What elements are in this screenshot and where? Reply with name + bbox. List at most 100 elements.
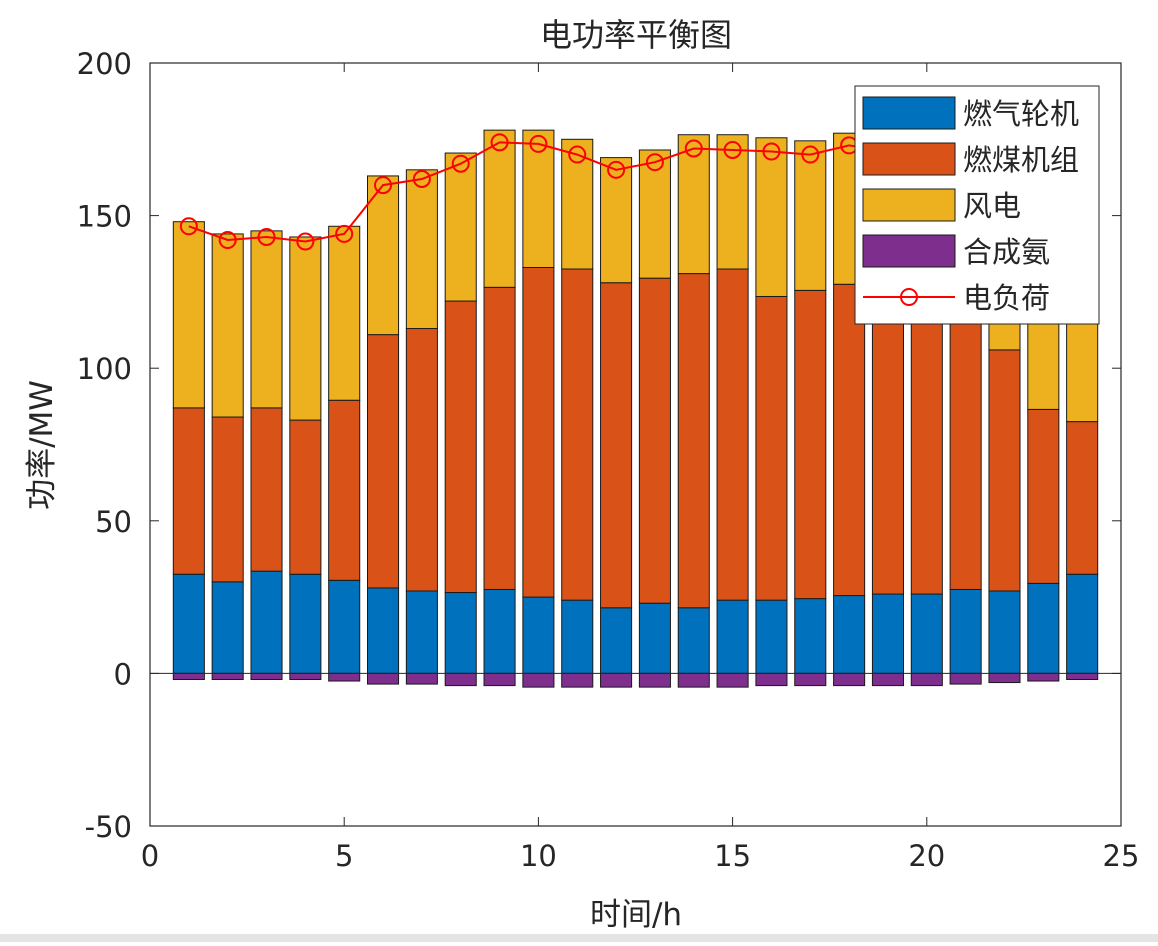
load-marker-t1 xyxy=(179,217,198,236)
bar-s2-t2 xyxy=(211,416,244,583)
y-tick-label: 200 xyxy=(77,47,132,81)
bar-s1-t18 xyxy=(833,595,866,674)
bar-s1-t11 xyxy=(561,599,594,674)
bar-s3-t15 xyxy=(716,134,749,270)
bar-s1-t20 xyxy=(910,593,943,674)
bar-s2-t15 xyxy=(716,268,749,601)
bar-s4-t1 xyxy=(172,672,205,681)
bar-s3-t9 xyxy=(483,129,516,288)
load-marker-t15 xyxy=(723,140,742,159)
y-tick-label: 50 xyxy=(95,505,132,539)
bar-s1-t14 xyxy=(677,607,710,674)
bar-s4-t14 xyxy=(677,672,710,688)
ticks-layer: 0 5 10 15 20 25 -50 0 50 100 150 200 xyxy=(77,47,1140,873)
bar-s2-t6 xyxy=(367,334,400,589)
bar-s2-t17 xyxy=(794,289,827,600)
bar-s4-t17 xyxy=(794,672,827,687)
bar-s2-t10 xyxy=(522,266,555,598)
bar-s1-t2 xyxy=(211,581,244,674)
load-marker-t5 xyxy=(335,224,354,243)
bar-s4-t3 xyxy=(250,672,283,681)
x-tick-label: 0 xyxy=(141,839,159,873)
bar-s1-t6 xyxy=(367,587,400,674)
bar-s1-t12 xyxy=(600,607,633,674)
bar-s2-t8 xyxy=(444,300,477,594)
load-marker-t14 xyxy=(684,139,703,158)
bar-s2-t21 xyxy=(949,312,982,590)
bar-s2-t3 xyxy=(250,407,283,572)
bar-s1-t5 xyxy=(328,579,361,674)
bar-s3-t5 xyxy=(328,225,361,401)
bar-s3-t13 xyxy=(638,149,671,279)
load-marker-t9 xyxy=(490,133,509,152)
bar-s2-t18 xyxy=(833,283,866,597)
window-bottom-strip xyxy=(0,934,1158,942)
legend-swatch-3 xyxy=(862,188,956,222)
bar-s1-t10 xyxy=(522,596,555,674)
bar-s1-t24 xyxy=(1066,573,1099,674)
load-marker-t6 xyxy=(374,176,393,195)
bar-s1-t1 xyxy=(172,573,205,674)
chart-title: 电功率平衡图 xyxy=(540,16,732,54)
bar-s1-t7 xyxy=(405,590,438,674)
bar-s2-t13 xyxy=(638,277,671,604)
legend-label-5: 电负荷 xyxy=(963,281,1050,315)
y-axis-label: 功率/MW xyxy=(24,380,60,510)
bar-s4-t12 xyxy=(600,672,633,688)
bar-s2-t12 xyxy=(600,282,633,609)
bar-s4-t19 xyxy=(871,672,904,687)
bar-s2-t20 xyxy=(910,297,943,595)
legend-line-marker xyxy=(900,288,918,306)
bar-s4-t8 xyxy=(444,672,477,687)
load-marker-t17 xyxy=(801,145,820,164)
bar-s1-t15 xyxy=(716,599,749,674)
bar-s1-t21 xyxy=(949,588,982,674)
bar-s2-t7 xyxy=(405,328,438,592)
bar-s3-t2 xyxy=(211,233,244,418)
y-tick-label: -50 xyxy=(85,810,132,844)
load-marker-t3 xyxy=(257,227,276,246)
load-marker-t11 xyxy=(568,145,587,164)
bar-s1-t3 xyxy=(250,570,283,674)
bar-s4-t21 xyxy=(949,672,982,685)
bar-s3-t10 xyxy=(522,129,555,268)
bars-layer xyxy=(172,129,1099,688)
legend-label-4: 合成氨 xyxy=(963,235,1050,269)
bar-s1-t4 xyxy=(289,573,322,674)
bar-s4-t5 xyxy=(328,672,361,682)
legend-swatch-2 xyxy=(862,142,956,176)
bar-s4-t13 xyxy=(638,672,671,688)
load-marker-t8 xyxy=(451,154,470,173)
bar-s1-t22 xyxy=(988,590,1021,674)
bar-s2-t23 xyxy=(1027,408,1060,584)
x-tick-label: 20 xyxy=(908,839,945,873)
bar-s2-t9 xyxy=(483,286,516,590)
bar-s4-t11 xyxy=(561,672,594,688)
bar-s4-t16 xyxy=(755,672,788,687)
bar-s1-t17 xyxy=(794,598,827,674)
bar-s4-t15 xyxy=(716,672,749,688)
legend-label-3: 风电 xyxy=(963,189,1021,223)
load-marker-t7 xyxy=(412,169,431,188)
bar-s1-t13 xyxy=(638,602,671,674)
bar-s3-t1 xyxy=(172,221,205,409)
load-marker-t4 xyxy=(296,232,315,251)
axes-box xyxy=(149,62,1122,827)
bar-s3-t8 xyxy=(444,152,477,302)
bar-s2-t5 xyxy=(328,399,361,581)
bar-s4-t9 xyxy=(483,672,516,687)
load-marker-t16 xyxy=(762,142,781,161)
bar-s3-t16 xyxy=(755,137,788,297)
load-marker-t13 xyxy=(645,153,664,172)
bar-s4-t10 xyxy=(522,672,555,688)
bar-s3-t3 xyxy=(250,230,283,409)
bar-s2-t11 xyxy=(561,268,594,601)
bar-s4-t6 xyxy=(367,672,400,685)
bar-s2-t22 xyxy=(988,349,1021,592)
bar-s1-t23 xyxy=(1027,582,1060,674)
bar-s3-t17 xyxy=(794,140,827,291)
load-marker-t10 xyxy=(529,134,548,153)
bar-s2-t24 xyxy=(1066,421,1099,575)
